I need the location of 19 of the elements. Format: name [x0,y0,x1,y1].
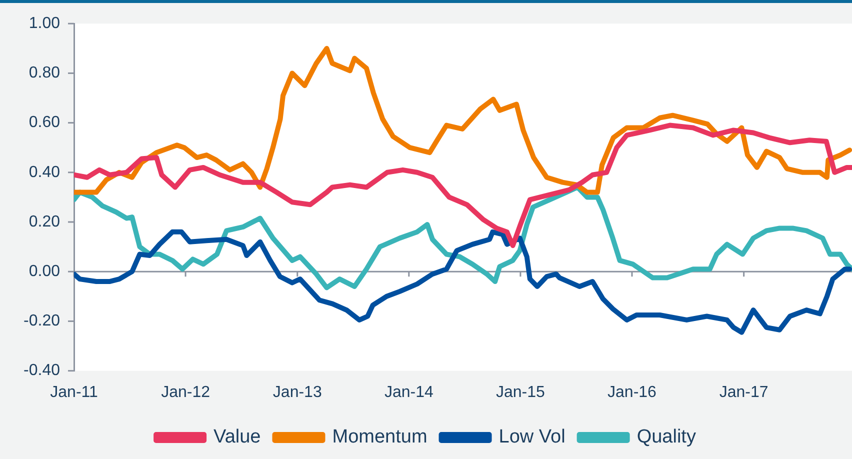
legend-label: Value [214,426,261,448]
x-tick-label: Jan-11 [50,384,98,401]
y-tick-label: 0.00 [28,263,60,280]
y-tick-label: 0.80 [28,64,60,82]
x-tick-label: Jan-16 [608,384,657,401]
x-tick-label: Jan-13 [272,384,322,401]
legend-label: Low Vol [498,426,566,448]
x-tick-label: Jan-12 [161,384,210,401]
y-tick-label: 1.00 [28,15,60,32]
y-tick-label: 0.60 [28,114,60,132]
legend-label: Quality [636,426,696,448]
legend-label: Momentum [332,426,428,448]
x-tick-label: Jan-17 [719,384,768,401]
x-tick-label: Jan-14 [384,384,434,401]
y-tick-label: 0.40 [28,164,60,181]
y-tick-label: 0.20 [28,213,60,230]
y-tick-label: -0.20 [24,312,60,330]
y-tick-label: -0.40 [24,362,60,380]
x-tick-label: Jan-15 [496,384,546,401]
